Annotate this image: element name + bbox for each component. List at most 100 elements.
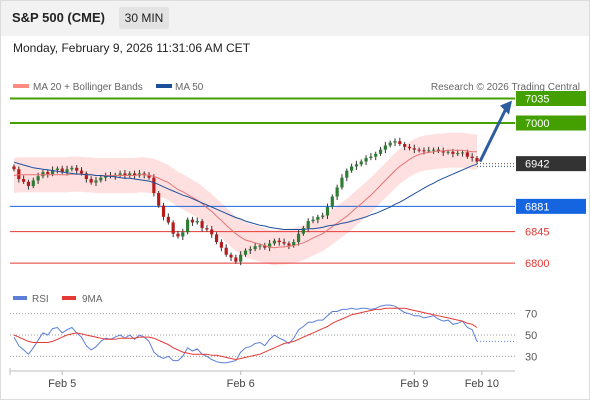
candle-body	[354, 164, 359, 167]
candle-body	[65, 169, 69, 173]
bollinger-band	[14, 132, 477, 266]
rsi-tick-label-30: 30	[525, 351, 537, 363]
candle-body	[460, 152, 465, 154]
candle-body	[422, 150, 426, 152]
candle-body	[200, 221, 204, 229]
level-box-6881	[516, 198, 586, 214]
candle-body	[239, 254, 243, 262]
forecast-arrow	[478, 107, 508, 163]
candle-body	[456, 153, 460, 155]
candle-body	[94, 180, 98, 183]
candle-body	[219, 242, 223, 248]
candle-body	[345, 170, 349, 178]
price-panel: 7035 7000 6942 6881 6845 6800	[10, 91, 586, 270]
datetime-label: Monday, February 9, 2026 11:31:06 AM CET	[13, 41, 251, 55]
candle-body	[229, 254, 233, 258]
candle-body	[287, 243, 291, 246]
candle-body	[210, 229, 214, 235]
candle-body	[31, 180, 35, 187]
candle-body	[205, 228, 209, 230]
rsi-tick-label-70: 70	[525, 309, 537, 321]
candle-body	[364, 158, 368, 162]
rsi-panel: 70 50 30	[10, 304, 537, 363]
timeframe-badge[interactable]: 30 MIN	[119, 7, 169, 29]
candle-body	[181, 232, 185, 237]
candle-body	[359, 161, 363, 165]
instrument-title: S&P 500 (CME)	[12, 10, 105, 25]
candle-body	[55, 168, 60, 170]
x-tick-label: Feb 5	[48, 378, 76, 390]
candle-body	[292, 242, 296, 246]
candle-body	[248, 249, 252, 251]
candle-body	[306, 221, 310, 229]
candle-body	[465, 152, 469, 157]
candle-body	[374, 153, 378, 157]
candle-body	[195, 221, 199, 223]
level-label-7000: 7000	[525, 118, 549, 130]
candle-body	[282, 242, 286, 244]
candle-body	[436, 149, 441, 152]
candle-body	[147, 174, 151, 178]
candle-body	[369, 156, 373, 159]
x-tick-label: Feb 9	[400, 378, 428, 390]
candle-body	[89, 179, 93, 183]
candle-body	[157, 193, 161, 206]
candle-body	[26, 181, 31, 187]
candle-body	[118, 173, 122, 175]
candle-body	[446, 151, 450, 153]
ma50-legend-swatch	[156, 84, 172, 88]
header-bar: S&P 500 (CME) 30 MIN	[0, 0, 590, 36]
ma20-legend-swatch	[13, 84, 29, 88]
candle-body	[388, 142, 392, 146]
candle-body	[272, 240, 277, 244]
candle-body	[128, 173, 132, 176]
candle-body	[186, 219, 190, 233]
candle-body	[132, 173, 137, 176]
forecast-arrow-head	[500, 100, 512, 115]
rsi-ma-line	[13, 307, 478, 361]
level-label-6800: 6800	[525, 258, 549, 270]
candle-body	[75, 167, 79, 171]
candle-body	[41, 172, 45, 177]
rsi-legend-label: RSI	[32, 294, 49, 305]
candle-body	[412, 148, 416, 150]
candle-body	[263, 245, 267, 248]
candle-body	[224, 247, 228, 255]
candle-body	[171, 222, 175, 234]
candle-body	[350, 166, 354, 171]
candle-body	[99, 177, 103, 181]
candle-body	[268, 243, 272, 248]
level-label-7035: 7035	[525, 94, 549, 106]
x-tick-label: Feb 6	[227, 378, 255, 390]
candle-body	[301, 228, 305, 234]
ma20-legend-label: MA 20 + Bollinger Bands	[33, 82, 143, 93]
level-box-6942	[516, 156, 586, 172]
candle-body	[378, 149, 383, 154]
candle-body	[431, 149, 436, 151]
candle-body	[60, 168, 64, 173]
candle-body	[335, 187, 339, 197]
candle-body	[417, 149, 421, 151]
candle-body	[383, 145, 387, 150]
candle-body	[161, 205, 166, 217]
candle-body	[407, 146, 412, 149]
candle-body	[258, 245, 262, 247]
candle-body	[17, 169, 21, 180]
candle-body	[243, 250, 248, 255]
candle-body	[316, 216, 320, 220]
level-label-6845: 6845	[525, 227, 549, 239]
candle-body	[46, 172, 50, 175]
candle-body	[50, 169, 55, 175]
candle-body	[12, 166, 16, 170]
candle-body	[79, 170, 84, 174]
candle-body	[22, 179, 26, 182]
candle-body	[36, 176, 40, 181]
candle-body	[142, 173, 146, 175]
candle-body	[70, 167, 74, 170]
credit-label: Research © 2026 Trading Central	[431, 82, 580, 93]
rsi-tick-label-50: 50	[525, 330, 537, 342]
ma50-legend-label: MA 50	[175, 82, 204, 93]
candle-body	[398, 141, 402, 145]
candle-body	[214, 234, 219, 243]
